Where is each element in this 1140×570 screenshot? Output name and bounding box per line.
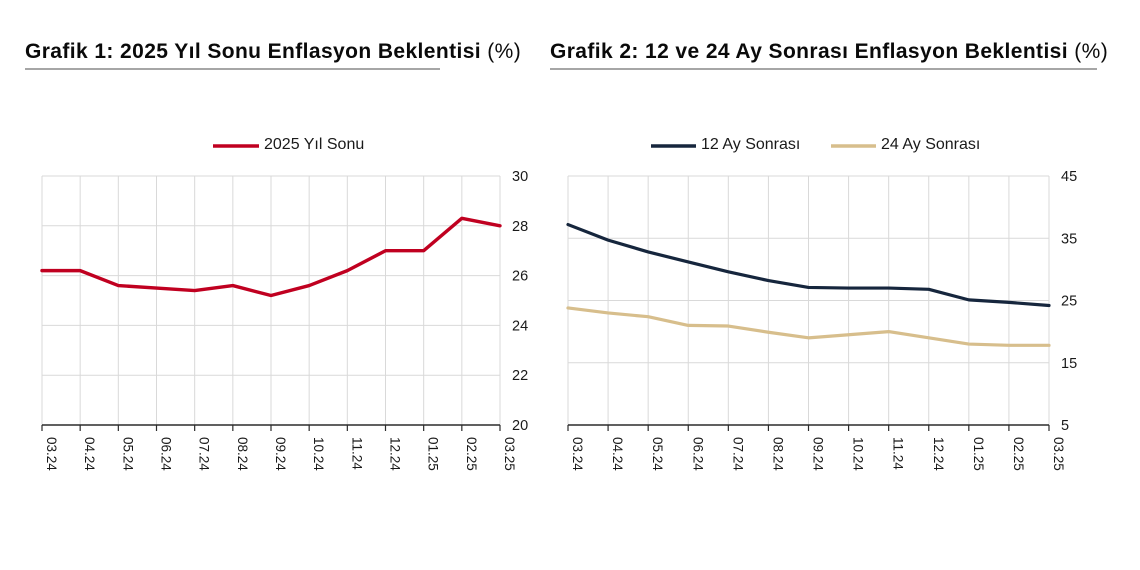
svg-text:12.24: 12.24 — [931, 437, 946, 471]
svg-text:03.25: 03.25 — [1051, 437, 1066, 471]
svg-text:02.25: 02.25 — [1011, 437, 1026, 471]
svg-text:45: 45 — [1061, 169, 1077, 185]
svg-text:15: 15 — [1061, 356, 1077, 372]
svg-text:01.25: 01.25 — [971, 437, 986, 471]
svg-text:11.24: 11.24 — [891, 437, 906, 470]
svg-text:03.24: 03.24 — [570, 437, 585, 471]
svg-text:5: 5 — [1061, 418, 1069, 434]
svg-text:10.24: 10.24 — [851, 437, 866, 471]
svg-text:07.24: 07.24 — [730, 437, 745, 471]
svg-text:35: 35 — [1061, 231, 1077, 247]
svg-text:08.24: 08.24 — [770, 437, 785, 471]
svg-text:06.24: 06.24 — [690, 437, 705, 471]
svg-text:05.24: 05.24 — [650, 437, 665, 471]
svg-text:04.24: 04.24 — [610, 437, 625, 471]
svg-text:09.24: 09.24 — [811, 437, 826, 471]
svg-text:25: 25 — [1061, 294, 1077, 310]
